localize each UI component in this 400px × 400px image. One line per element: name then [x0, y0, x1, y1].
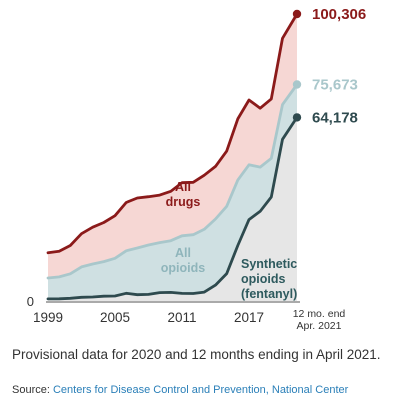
- all-opioids-line: [46, 83, 299, 280]
- all-drugs-line: [46, 12, 299, 255]
- synthetic-opioids-end-dot: [292, 113, 302, 122]
- synthetic-opioids-line: [46, 116, 299, 301]
- synthetic-opioids-end-label: 64,178: [312, 109, 358, 126]
- source-label: Source:: [12, 384, 50, 396]
- source-link[interactable]: Centers for Disease Control and Preventi…: [52, 384, 349, 396]
- series-end-labels: 100,306 75,673 64,178: [312, 6, 366, 126]
- all-drugs-end-dot: [292, 9, 302, 19]
- all-opioids-end-dot: [292, 80, 302, 89]
- x-tick-label-2017: 2017: [234, 310, 264, 325]
- series-end-dots: [292, 9, 302, 122]
- all-opioids-end-label: 75,673: [312, 77, 358, 94]
- series-name-labels: All drugs All opioids Synthetic opioids (fenta…: [161, 180, 298, 301]
- all-drugs-end-label: 100,306: [312, 6, 366, 23]
- x-tick-label-2005: 2005: [100, 310, 130, 325]
- all-drugs-name-label: All drugs: [166, 180, 201, 209]
- x-tick-label-2011: 2011: [167, 310, 196, 325]
- source-line: Source: Centers for Disease Control and …: [12, 384, 400, 396]
- x-tick-label-1999: 1999: [33, 310, 63, 325]
- all-opioids-area: [48, 84, 297, 301]
- series-lines: [46, 12, 299, 301]
- synthetic-opioids-name-label: Synthetic opioids (fentanyl): [241, 257, 297, 301]
- chart-caption: Provisional data for 2020 and 12 months …: [12, 347, 381, 362]
- all-opioids-name-label: All opioids: [161, 246, 205, 275]
- y-tick-label-0: 0: [27, 294, 34, 309]
- x-tick-label-end-2: Apr. 2021: [297, 320, 342, 332]
- x-tick-label-end-1: 12 mo. end: [293, 308, 346, 320]
- overdose-deaths-chart: 0 100,306 75,673 64,178 All drugs All opioids…: [27, 6, 366, 332]
